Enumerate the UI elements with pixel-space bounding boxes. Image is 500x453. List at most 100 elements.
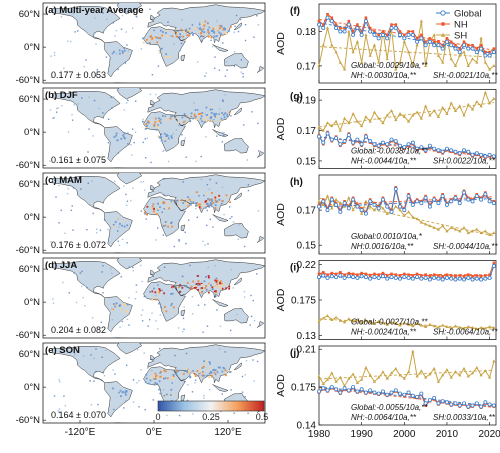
aod-cell (161, 289, 163, 292)
aod-cell (71, 114, 73, 116)
map-land (52, 343, 265, 423)
aod-cell (151, 74, 154, 76)
aod-cell (169, 55, 172, 58)
aod-cell (211, 286, 214, 289)
chart-panel-label: (h) (290, 177, 303, 188)
point-nh (347, 19, 351, 23)
trend-annotation-nh: NH:0.0016/10a,** (351, 242, 414, 251)
aod-cell (144, 128, 147, 130)
point-sh (466, 325, 470, 329)
continent-indonesia (212, 44, 229, 52)
aod-cell (115, 302, 118, 305)
point-sh (453, 108, 458, 112)
y-tick-label: 0.15 (297, 156, 317, 167)
aod-cell (170, 222, 172, 225)
aod-cell (205, 285, 208, 287)
point-sh (338, 128, 342, 132)
point-global (389, 26, 394, 31)
aod-cell (125, 390, 128, 392)
aod-cell (201, 367, 204, 369)
trend-annotation-global: Global:-0.0029/10a,** (351, 61, 428, 70)
trend-line-nh (318, 136, 494, 158)
aod-cell (163, 178, 165, 180)
aod-cell (128, 297, 130, 299)
point-nh (385, 274, 389, 277)
point-nh (449, 274, 453, 277)
point-global (474, 276, 479, 281)
y-tick-label: 0.18 (297, 27, 317, 38)
aod-cell (224, 369, 227, 372)
x-tick-label: 2020 (478, 429, 500, 440)
aod-cell (66, 71, 68, 73)
point-global (334, 26, 339, 31)
aod-cell (77, 103, 80, 105)
aod-cell (112, 304, 115, 307)
aod-cell (171, 136, 173, 139)
point-nh (390, 272, 393, 276)
chart-panel-label: (g) (290, 92, 303, 103)
point-global (372, 202, 377, 207)
aod-cell (164, 224, 167, 227)
aod-cell (195, 202, 198, 205)
point-global (487, 53, 492, 58)
point-global (398, 32, 403, 37)
point-global (449, 276, 454, 281)
point-sh (355, 380, 359, 384)
point-global (329, 385, 334, 390)
continent-greenland (116, 258, 143, 270)
aod-cell (71, 119, 74, 121)
point-global (479, 152, 484, 157)
aod-cell (233, 31, 236, 33)
point-sh (449, 375, 453, 379)
aod-cell (205, 369, 208, 372)
aod-cell (223, 131, 225, 134)
point-sh (479, 325, 483, 329)
aod-cell (178, 219, 180, 221)
aod-cell (229, 201, 231, 204)
aod-cell (202, 28, 205, 30)
aod-cell (126, 200, 129, 202)
aod-cell (228, 285, 231, 288)
aod-cell (131, 154, 133, 156)
aod-cell (222, 42, 224, 44)
aod-cell (155, 278, 157, 280)
aod-cell (126, 242, 128, 244)
aod-cell (210, 204, 212, 206)
aod-cell (70, 209, 73, 211)
aod-cell (257, 24, 260, 26)
continent-southAmerica (104, 211, 133, 248)
point-global (423, 401, 428, 406)
aod-cell (215, 291, 218, 294)
aod-cell (80, 188, 82, 190)
aod-cell (207, 198, 209, 200)
point-sh (415, 321, 419, 325)
aod-cell (194, 375, 197, 377)
aod-cell (164, 55, 167, 58)
aod-cell (173, 31, 175, 34)
aod-cell (57, 107, 59, 109)
point-sh (364, 199, 368, 203)
aod-cell (143, 211, 146, 214)
aod-cell (213, 31, 216, 34)
aod-cell (168, 225, 171, 227)
chart-panel-3: 0.130.1750.22AOD(i)Global:-0.0027/10a,**… (275, 260, 498, 342)
aod-cell (74, 352, 76, 355)
aod-cell (211, 373, 213, 376)
aod-cell (212, 30, 215, 33)
point-global (380, 389, 385, 394)
aod-cell (151, 290, 154, 293)
aod-cell (200, 178, 203, 181)
aod-cell (153, 36, 155, 39)
point-sh (470, 371, 475, 375)
aod-cell (184, 120, 186, 122)
aod-cell (202, 119, 205, 121)
point-global (376, 391, 381, 396)
aod-cell (153, 378, 155, 380)
aod-cell (233, 412, 235, 414)
point-nh (360, 271, 363, 275)
point-sh (394, 366, 398, 370)
point-sh (415, 43, 419, 47)
point-global (351, 140, 356, 145)
